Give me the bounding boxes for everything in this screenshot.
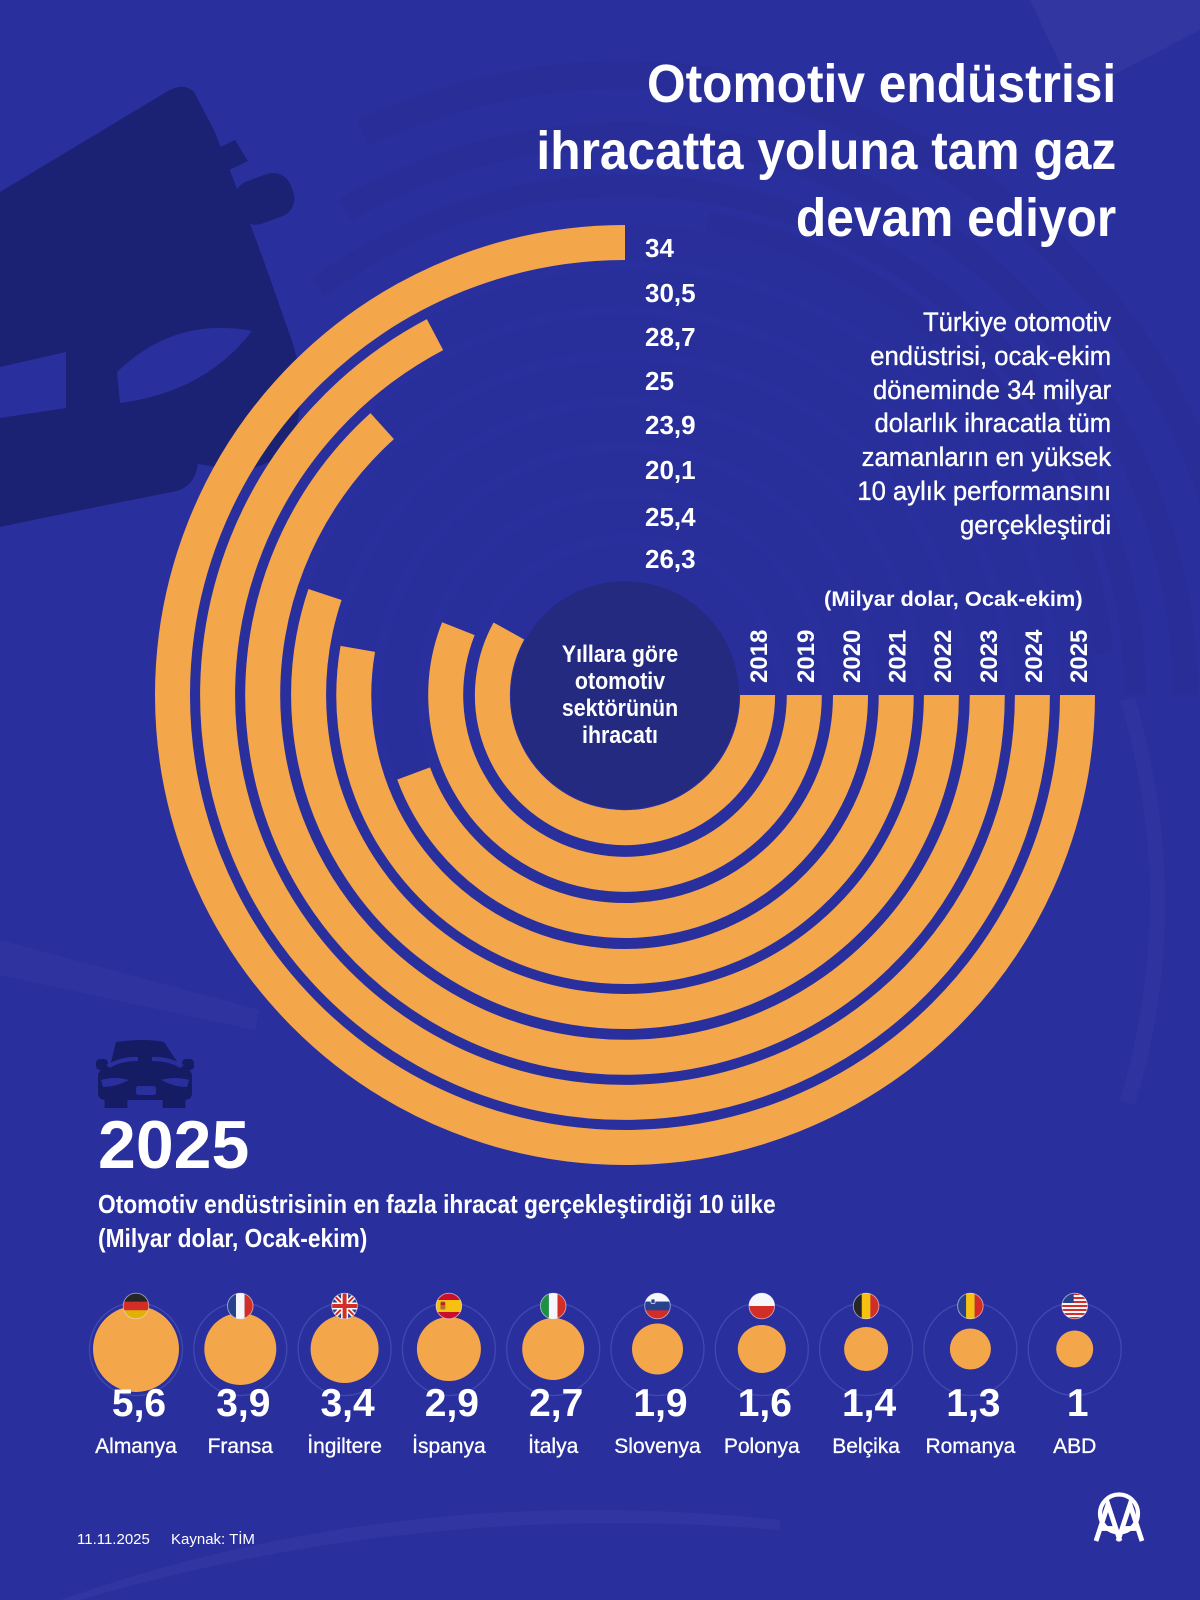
svg-text:2025: 2025	[1066, 630, 1093, 683]
svg-text:2020: 2020	[839, 630, 866, 683]
svg-text:2019: 2019	[793, 630, 820, 683]
svg-text:2018: 2018	[746, 630, 773, 683]
svg-text:2021: 2021	[885, 630, 912, 683]
svg-text:2023: 2023	[976, 630, 1003, 683]
svg-text:2024: 2024	[1021, 629, 1048, 683]
svg-text:2022: 2022	[930, 630, 957, 683]
